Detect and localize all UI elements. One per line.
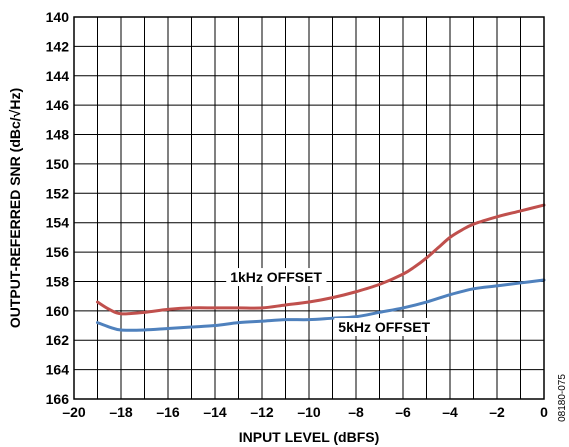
label-1khz-offset: 1kHz OFFSET <box>226 268 326 286</box>
series-layer <box>98 205 545 330</box>
annotation-text: 5kHz OFFSET <box>338 319 430 335</box>
y-tick-labels: 140 142 144 146 148 150 152 154 156 158 160 162 164 1… <box>46 9 70 407</box>
x-tick-label: –4 <box>442 404 458 420</box>
y-tick-label: 162 <box>46 332 70 348</box>
x-tick-label: –10 <box>297 404 321 420</box>
y-tick-label: 160 <box>46 303 70 319</box>
y-tick-label: 164 <box>46 362 70 378</box>
x-tick-label: –18 <box>109 404 133 420</box>
y-tick-label: 166 <box>46 391 70 407</box>
y-axis-label: OUTPUT-REFERRED SNR (dBc/√Hz) <box>7 88 23 328</box>
grid <box>74 17 544 399</box>
y-tick-label: 148 <box>46 127 70 143</box>
x-tick-label: –2 <box>489 404 505 420</box>
label-5khz-offset: 5kHz OFFSET <box>334 318 434 336</box>
y-tick-label: 146 <box>46 97 70 113</box>
x-tick-label: –8 <box>348 404 364 420</box>
annotation-text: 1kHz OFFSET <box>230 269 322 285</box>
x-tick-label: 0 <box>540 404 548 420</box>
y-tick-label: 158 <box>46 273 70 289</box>
y-tick-label: 152 <box>46 185 70 201</box>
y-tick-label: 144 <box>46 68 70 84</box>
x-tick-label: –14 <box>203 404 227 420</box>
figure-id: 08180-075 <box>557 374 568 422</box>
y-tick-label: 142 <box>46 38 70 54</box>
series-line-5khz <box>98 280 545 330</box>
x-tick-label: –6 <box>395 404 411 420</box>
series-line-1khz <box>98 205 545 314</box>
x-axis-label: INPUT LEVEL (dBFS) <box>239 429 380 445</box>
y-tick-label: 154 <box>46 215 70 231</box>
x-tick-labels: –20 –18 –16 –14 –12 –10 –8 –6 –4 –2 0 <box>62 404 548 420</box>
x-tick-label: –12 <box>250 404 274 420</box>
x-tick-label: –16 <box>156 404 180 420</box>
y-tick-label: 150 <box>46 156 70 172</box>
y-tick-label: 140 <box>46 9 70 25</box>
y-tick-label: 156 <box>46 244 70 260</box>
